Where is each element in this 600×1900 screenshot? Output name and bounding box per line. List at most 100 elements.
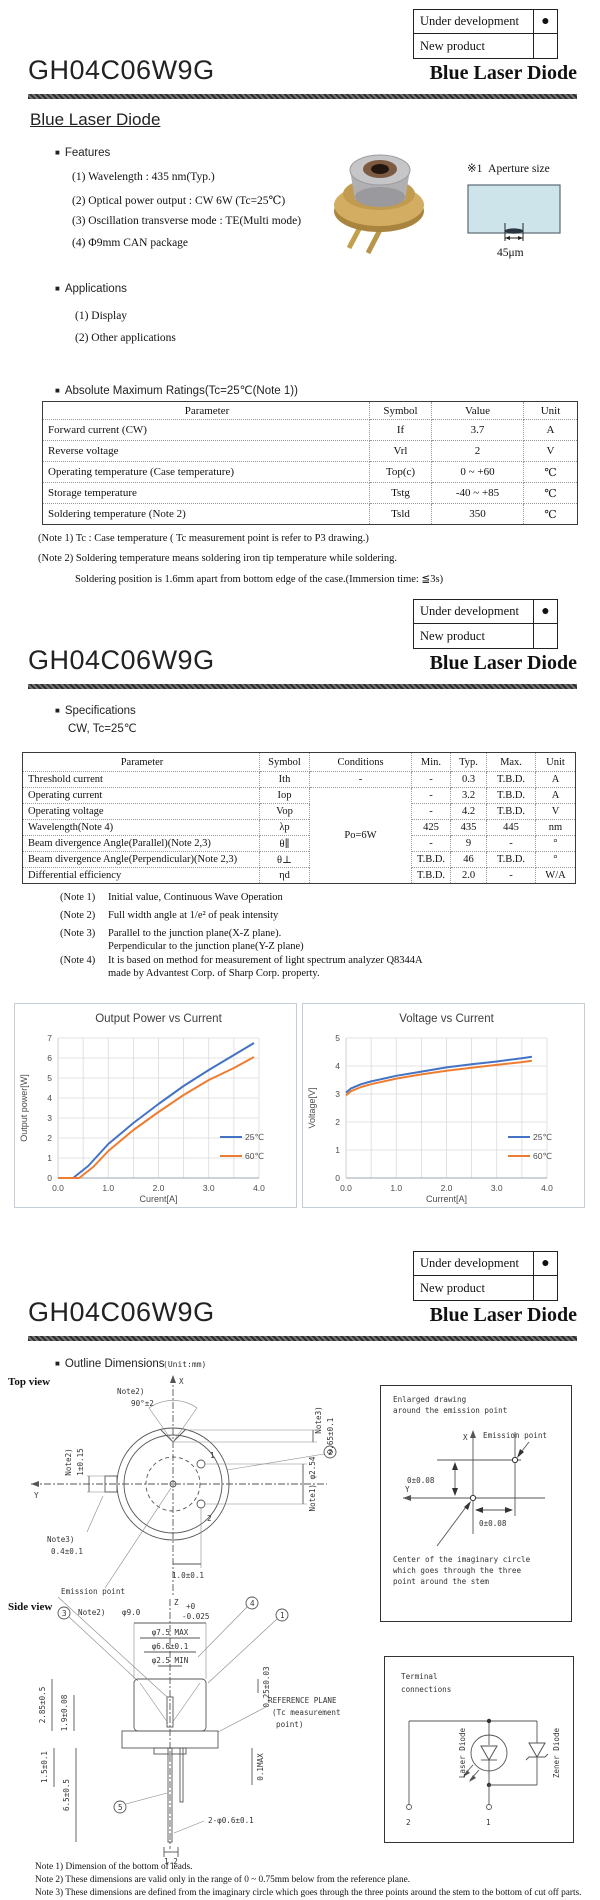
table-cell: ℃ — [523, 461, 578, 483]
x-axis-label: X — [463, 1433, 468, 1442]
table-row: Reverse voltage Vrl 2 V — [42, 440, 578, 462]
x-tick-label: 1.0 — [102, 1183, 114, 1193]
status-box: Under development ● New product — [413, 599, 558, 649]
status-box: Under development ● New product — [413, 9, 558, 59]
table-cell: 425 — [411, 819, 451, 836]
x-tick-label: 0.0 — [340, 1183, 352, 1193]
y-tick-label: 0 — [47, 1173, 52, 1183]
table-cell: ° — [535, 835, 576, 852]
axis-arrow — [470, 1430, 476, 1438]
table-cell: Storage temperature — [42, 482, 370, 504]
table-cell: A — [535, 787, 576, 804]
pin-2-terminal — [406, 1804, 412, 1810]
table-cell: V — [523, 440, 578, 462]
tab-height-dim: 1±0.15 — [76, 1448, 85, 1475]
callout-4: 4 — [250, 1599, 255, 1608]
notch-note: Note2) — [117, 1387, 144, 1396]
status-marker-filled: ● — [541, 1255, 550, 1271]
y-tick-label: 3 — [335, 1089, 340, 1099]
table-cell: 4.2 — [450, 803, 487, 820]
spec-note-3a: Parallel to the junction plane(X-Z plane… — [108, 928, 282, 939]
aperture-size: 45μm — [497, 247, 524, 259]
table-cell: T.B.D. — [486, 771, 536, 788]
column-header: Value — [431, 401, 524, 420]
spec-note-3-label: (Note 3) — [60, 928, 96, 939]
table-cell: T.B.D. — [486, 851, 536, 868]
callout-3: 3 — [62, 1609, 67, 1618]
reference-plane-label3: point) — [276, 1720, 303, 1729]
pin-1-terminal — [486, 1804, 492, 1810]
cap-height-dim: 2.85±0.5 — [38, 1687, 47, 1724]
axis-arrow — [31, 1481, 39, 1487]
table-cell: 2.0 — [450, 867, 487, 884]
table-cell: T.B.D. — [486, 803, 536, 820]
table-row: Operating voltage Vop -4.2 T.B.D. V — [22, 803, 576, 820]
table-cell: Soldering temperature (Note 2) — [42, 503, 370, 525]
spec-heading: ■ Specifications — [55, 705, 136, 717]
legend-label: 25℃ — [533, 1132, 552, 1142]
table-cell: - — [411, 835, 451, 852]
chip-mount — [166, 1696, 174, 1728]
table-cell: θ∥ — [259, 835, 310, 852]
zener-triangle — [528, 1742, 546, 1759]
dia66-dim: φ6.6±0.1 — [152, 1642, 189, 1651]
spec-condition: CW, Tc=25℃ — [68, 723, 137, 735]
table-cell: Ith — [259, 771, 310, 788]
product-photo — [334, 154, 424, 255]
square-bullet-icon: ■ — [55, 283, 60, 293]
arrowhead — [505, 236, 510, 240]
aperture-caption: ※1 Aperture size — [467, 163, 550, 175]
axis-arrow — [170, 1375, 176, 1383]
page-subtitle: Blue Laser Diode — [30, 110, 161, 129]
table-row: Storage temperature Tstg -40 ~ +85 ℃ — [42, 482, 578, 504]
table-cell: T.B.D. — [411, 867, 451, 884]
chart-title: Output Power vs Current — [95, 1013, 222, 1025]
table-header-row: Parameter Symbol Conditions Min. Typ. Ma… — [22, 752, 576, 772]
table-cell: A — [523, 419, 578, 441]
header-rule — [28, 94, 577, 99]
pin-2-number: 2 — [406, 1818, 411, 1827]
lead-long — [167, 1747, 173, 1843]
notch-depth-note: Note3) — [314, 1406, 323, 1433]
status-box: Under development ● New product — [413, 1251, 558, 1301]
abs-note-2: (Note 2) Soldering temperature means sol… — [38, 553, 397, 564]
y-tick-label: 7 — [47, 1033, 52, 1043]
can-body-bottom — [355, 187, 405, 207]
laser-diode-label: Laser Diode — [458, 1727, 467, 1778]
table-cell: 3.2 — [450, 787, 487, 804]
outline-note-1: Note 1) Dimension of the bottom of leads… — [35, 1862, 193, 1872]
table-row: Threshold current Ith - -0.3 T.B.D. A — [22, 771, 576, 788]
dia9-tol-minus: -0.025 — [182, 1612, 209, 1621]
application-item: (2) Other applications — [75, 332, 176, 344]
table-row: Beam divergence Angle(Parallel)(Note 2,3… — [22, 835, 576, 852]
voltage-chart: 0.0 1.0 2.0 3.0 4.0 0 1 2 3 4 5 Voltage vs Current C… — [302, 1003, 585, 1208]
column-header: Parameter — [22, 752, 260, 772]
column-header: Unit — [523, 401, 578, 420]
y-tick-label: 1 — [47, 1153, 52, 1163]
can-inner-outline — [123, 1434, 223, 1534]
feature-item: (1) Wavelength : 435 nm(Typ.) — [72, 171, 215, 183]
table-cell: - — [486, 867, 536, 884]
x-tick-label: 0.0 — [52, 1183, 64, 1193]
spec-note-1: Initial value, Continuous Wave Operation — [108, 892, 283, 903]
offset-dim-horizontal: 0±0.08 — [479, 1519, 507, 1528]
burr-dim: 0.1MAX — [256, 1753, 265, 1781]
spec-note-4a: It is based on method for measurement of… — [108, 955, 423, 966]
arrowhead — [464, 1501, 471, 1510]
emission-point-label: Emission point — [483, 1431, 547, 1440]
chip-face — [467, 184, 561, 234]
table-row: Operating temperature (Case temperature)… — [42, 461, 578, 483]
application-item: (1) Display — [75, 310, 128, 322]
table-cell: Reverse voltage — [42, 440, 370, 462]
x-tick-label: 1.0 — [390, 1183, 402, 1193]
lead-length-dim: 6.5±0.5 — [62, 1779, 71, 1811]
table-cell: Wavelength(Note 4) — [22, 819, 260, 836]
side-view-label: Side view — [8, 1601, 53, 1613]
window-dim: 0.25±0.03 — [262, 1666, 271, 1707]
product-name: Blue Laser Diode — [429, 1304, 577, 1326]
status-label: New product — [414, 1276, 534, 1300]
table-row: Operating current Iop Po=6W -3.2 T.B.D. A — [22, 787, 576, 884]
reference-plane-label: REFERENCE PLANE — [268, 1696, 337, 1705]
enlarged-title-2: around the emission point — [393, 1406, 507, 1415]
pin-1 — [196, 1459, 206, 1469]
